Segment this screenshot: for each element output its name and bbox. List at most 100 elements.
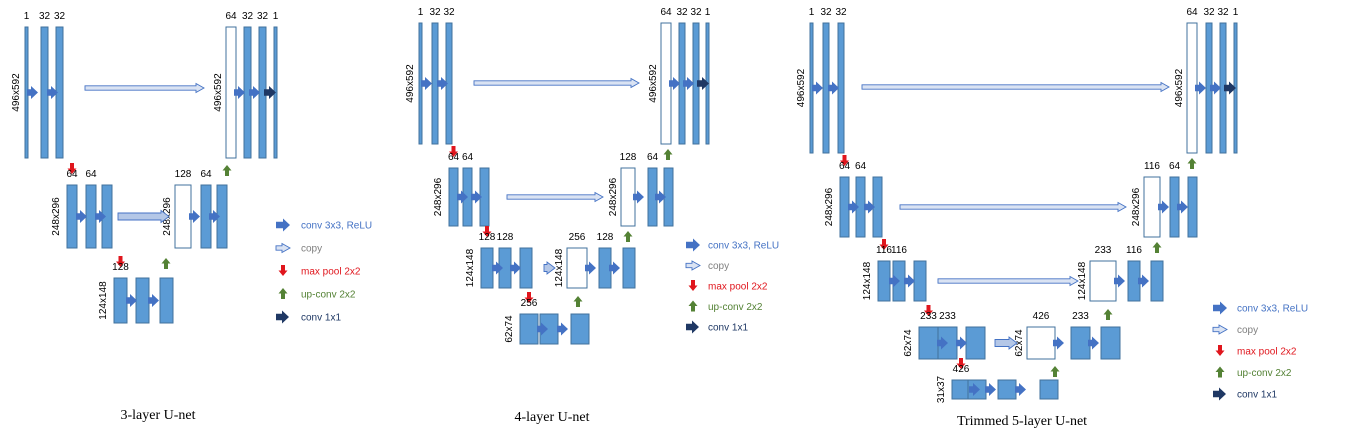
conv-arrow-icon xyxy=(828,81,839,95)
conv-arrow-icon xyxy=(1138,274,1149,288)
channel-count-label: 233 xyxy=(920,311,937,322)
legend-label: copy xyxy=(1237,325,1258,336)
conv-arrow-icon xyxy=(492,261,503,275)
conv-arrow-icon xyxy=(633,190,644,204)
channel-count-label: 426 xyxy=(1033,311,1050,322)
feature-map-block xyxy=(1187,176,1198,238)
channel-count-label: 256 xyxy=(521,298,538,309)
resolution-label: 124x148 xyxy=(465,248,476,287)
max-pool-arrow-icon xyxy=(688,280,698,291)
up-conv-arrow-icon xyxy=(278,288,288,299)
conv-arrow-icon xyxy=(76,210,87,223)
feature-map-block xyxy=(448,167,459,227)
conv-arrow-icon xyxy=(1213,301,1227,315)
conv1x1-arrow-icon xyxy=(686,320,699,334)
conv-arrow-icon xyxy=(1088,336,1099,350)
conv-arrow-icon xyxy=(956,336,967,350)
channel-count-label: 64 xyxy=(1169,161,1181,172)
channel-count-label: 128 xyxy=(497,232,514,243)
up-conv-arrow-icon xyxy=(222,165,232,176)
feature-map-block xyxy=(622,247,636,289)
feature-map-block xyxy=(40,26,49,159)
feature-map-block xyxy=(519,313,539,345)
conv-arrow-icon xyxy=(889,274,900,288)
conv-arrow-icon xyxy=(864,200,875,214)
conv-arrow-icon xyxy=(969,383,980,396)
channel-count-label: 1 xyxy=(418,7,424,18)
conv-arrow-icon xyxy=(812,81,823,95)
feature-map-block xyxy=(570,313,590,345)
max-pool-arrow-icon xyxy=(956,358,966,369)
conv-arrow-icon xyxy=(655,190,666,204)
conv-arrow-icon xyxy=(609,261,620,275)
legend-label: up-conv 2x2 xyxy=(301,290,356,301)
up-conv-arrow-icon xyxy=(1187,158,1197,169)
conv-arrow-icon xyxy=(848,200,859,214)
copy-arrow-icon xyxy=(685,260,701,271)
channel-count-label: 64 xyxy=(448,152,460,163)
feature-map-block xyxy=(519,247,533,289)
channel-count-label: 64 xyxy=(839,161,851,172)
channel-count-label: 256 xyxy=(569,232,586,243)
resolution-label: 496x592 xyxy=(1174,68,1185,107)
max-pool-arrow-icon xyxy=(879,239,889,250)
channel-count-label: 64 xyxy=(1186,7,1198,18)
resolution-label: 248x296 xyxy=(1131,187,1142,226)
conv-arrow-icon xyxy=(27,86,38,99)
up-conv-arrow-icon xyxy=(1152,242,1162,253)
feature-map-block xyxy=(1070,326,1091,360)
copy-arrow-icon xyxy=(1212,324,1228,335)
channel-count-label: 128 xyxy=(479,232,496,243)
max-pool-arrow-icon xyxy=(924,305,933,316)
copy-arrow-icon xyxy=(899,201,1127,213)
conv1x1-arrow-icon xyxy=(276,310,289,324)
feature-map-block xyxy=(480,247,494,289)
channel-count-label: 32 xyxy=(242,11,254,22)
up-conv-arrow-icon xyxy=(663,149,673,160)
channel-count-label: 64 xyxy=(462,152,474,163)
channel-count-label: 32 xyxy=(39,11,51,22)
resolution-label: 248x296 xyxy=(433,177,444,216)
conv-arrow-icon xyxy=(1053,336,1064,350)
max-pool-arrow-icon xyxy=(840,155,849,166)
legend-label: conv 1x1 xyxy=(708,323,748,334)
feature-map-block xyxy=(1100,326,1121,360)
channel-count-label: 64 xyxy=(225,11,237,22)
up-conv-arrow-icon xyxy=(161,258,171,269)
channel-count-label: 128 xyxy=(175,169,192,180)
resolution-label: 248x296 xyxy=(51,197,62,236)
feature-map-block xyxy=(1150,260,1164,302)
legend-label: conv 3x3, ReLU xyxy=(301,221,372,232)
channel-count-label: 1 xyxy=(705,7,711,18)
feature-map-block xyxy=(1039,379,1059,400)
channel-count-label: 116 xyxy=(891,245,907,256)
resolution-label: 496x592 xyxy=(213,73,224,112)
max-pool-arrow-icon xyxy=(67,163,77,174)
conv-arrow-icon xyxy=(437,77,448,90)
network-caption: 4-layer U-net xyxy=(514,410,589,425)
channel-count-label: 32 xyxy=(54,11,66,22)
legend-label: up-conv 2x2 xyxy=(708,302,763,313)
channel-count-label: 32 xyxy=(443,7,455,18)
copy-arrow-icon xyxy=(937,275,1079,287)
max-pool-arrow-icon xyxy=(524,292,534,303)
conv-arrow-icon xyxy=(47,86,58,99)
copied-feature-map-block xyxy=(1089,260,1117,302)
copied-feature-map-block xyxy=(174,184,192,249)
channel-count-label: 64 xyxy=(855,161,867,172)
conv-arrow-icon xyxy=(234,86,245,99)
network-caption: Trimmed 5-layer U-net xyxy=(957,414,1087,429)
conv-arrow-icon xyxy=(1177,200,1188,214)
channel-count-label: 426 xyxy=(953,364,970,375)
up-conv-arrow-icon xyxy=(688,300,698,312)
channel-count-label: 116 xyxy=(876,245,892,256)
channel-count-label: 32 xyxy=(1217,7,1229,18)
channel-count-label: 32 xyxy=(835,7,847,18)
channel-count-label: 1 xyxy=(273,11,279,22)
channel-count-label: 64 xyxy=(85,169,97,180)
up-conv-arrow-icon xyxy=(573,296,583,307)
conv-arrow-icon xyxy=(985,383,996,396)
copy-arrow-icon xyxy=(117,209,170,224)
